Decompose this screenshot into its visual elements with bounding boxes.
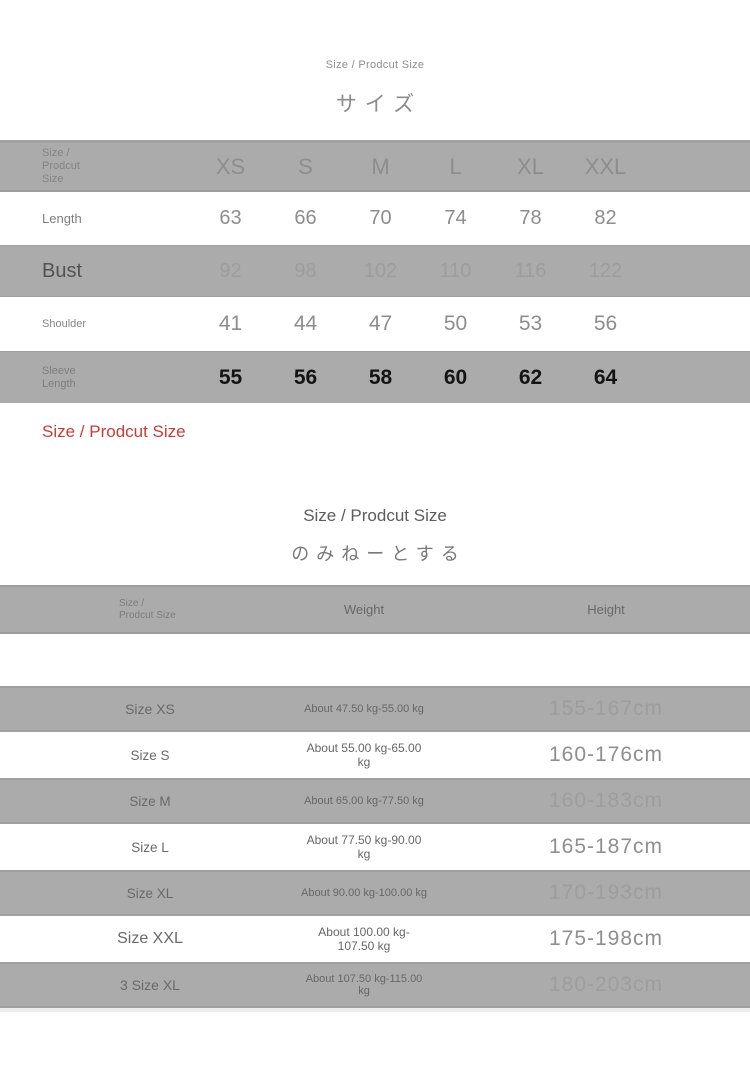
height-range: 160-176cm [548, 743, 664, 766]
table-row-bust: Bust 92 98 102 110 116 122 [0, 245, 750, 297]
weight-range: About 47.50 kg-55.00 kg [304, 703, 424, 715]
column-header-xs: XS [215, 153, 246, 179]
weight-range: About 100.00 kg-107.50 kg [318, 925, 410, 953]
weight-range: About 90.00 kg-100.00 kg [301, 887, 427, 899]
fit-row-size-m: Size M About 65.00 kg-77.50 kg 160-183cm [0, 778, 750, 824]
fit-row-size-l: Size L About 77.50 kg-90.00 kg 165-187cm [0, 824, 750, 870]
cell-value: 110 [439, 259, 472, 282]
cell-value: 70 [369, 207, 392, 229]
fit-row-size-xxl: Size XXL About 100.00 kg-107.50 kg 175-1… [0, 916, 750, 962]
height-range: 180-203cm [548, 973, 664, 996]
height-range: 160-183cm [548, 789, 664, 812]
section1-title-japanese: サイズ [335, 93, 423, 116]
table-row-length: Length 63 66 70 74 78 82 [0, 192, 750, 245]
row-label: Shoulder [42, 318, 87, 330]
row-label: Length [42, 211, 82, 226]
cell-value: 63 [219, 207, 242, 229]
fit-table-body: Size XS About 47.50 kg-55.00 kg 155-167c… [0, 686, 750, 1012]
fit-row-size-s: Size S About 55.00 kg-65.00 kg 160-176cm [0, 732, 750, 778]
column-header-xl: XL [517, 153, 544, 179]
cell-value: 82 [594, 207, 617, 229]
weight-range: About 65.00 kg-77.50 kg [304, 795, 424, 807]
size-label: Size L [131, 839, 169, 855]
column-header-l: L [449, 153, 462, 179]
weight-range: About 107.50 kg-115.00 kg [305, 973, 423, 997]
height-range: 170-193cm [548, 881, 664, 904]
size-label: Size M [129, 793, 171, 809]
cell-value: 116 [514, 259, 547, 282]
cell-value: 53 [518, 312, 543, 335]
section1-eyebrow: Size / Prodcut Size [325, 59, 425, 71]
cell-value: 64 [593, 365, 618, 389]
cell-value: 62 [518, 365, 543, 389]
corner-label: Size / Prodcut Size [42, 147, 80, 185]
height-range: 175-198cm [548, 927, 664, 950]
size-label: 3 Size XL [120, 977, 180, 993]
cell-value: 41 [218, 312, 243, 335]
section2-subtitle-japanese: のみねーとする [291, 544, 466, 564]
cell-value: 92 [219, 259, 242, 282]
corner-label-cell: Size / Prodcut Size [0, 147, 193, 186]
corner-label-cell: Size / Prodcut Size [0, 598, 300, 622]
cell-value: 66 [294, 207, 317, 229]
cell-value: 50 [443, 312, 468, 335]
size-label: Size S [130, 747, 170, 763]
fit-row-size-xs: Size XS About 47.50 kg-55.00 kg 155-167c… [0, 686, 750, 732]
table-row-sleeve-length: Sleeve Length 55 56 58 60 62 64 [0, 351, 750, 403]
size-label: Size XS [125, 701, 175, 717]
height-range: 155-167cm [548, 697, 664, 720]
size-label: Size XL [126, 885, 174, 901]
column-header-weight: Weight [343, 602, 385, 617]
section2-title: Size / Prodcut Size [303, 506, 447, 525]
cell-value: 55 [218, 365, 243, 389]
cell-value: 44 [293, 312, 318, 335]
corner-label: Size / Prodcut Size [119, 597, 176, 621]
fit-row-3-size-xl: 3 Size XL About 107.50 kg-115.00 kg 180-… [0, 962, 750, 1008]
weight-range: About 55.00 kg-65.00 kg [306, 741, 422, 769]
column-header-m: M [371, 153, 390, 179]
row-label: Sleeve Length [42, 364, 76, 390]
garment-size-table: Size / Prodcut Size XS S M L XL XXL Leng… [0, 140, 750, 403]
cell-value: 47 [368, 312, 393, 335]
column-header-s: S [298, 153, 313, 179]
column-header-height: Height [587, 602, 625, 617]
weight-range: About 77.50 kg-90.00 kg [306, 833, 422, 861]
cell-value: 98 [294, 259, 317, 282]
cell-value: 122 [588, 259, 623, 282]
cell-value: 102 [363, 259, 398, 282]
size-note-red: Size / Prodcut Size [42, 422, 186, 441]
column-header-xxl: XXL [584, 153, 627, 179]
cell-value: 78 [519, 207, 542, 229]
row-label-cell: Sleeve Length [0, 365, 193, 391]
fit-table-header-row: Size / Prodcut Size Weight Height [0, 585, 750, 634]
size-table-header-row: Size / Prodcut Size XS S M L XL XXL [0, 143, 750, 192]
cell-value: 56 [293, 365, 318, 389]
row-label: Bust [42, 259, 83, 282]
table-bottom-divider [0, 1008, 750, 1012]
height-range: 165-187cm [548, 835, 664, 858]
cell-value: 74 [444, 207, 467, 229]
cell-value: 58 [368, 365, 393, 389]
size-label: Size XXL [117, 930, 183, 947]
fit-row-size-xl: Size XL About 90.00 kg-100.00 kg 170-193… [0, 870, 750, 916]
cell-value: 56 [593, 312, 618, 335]
table-row-shoulder: Shoulder 41 44 47 50 53 56 [0, 297, 750, 351]
cell-value: 60 [443, 365, 468, 389]
